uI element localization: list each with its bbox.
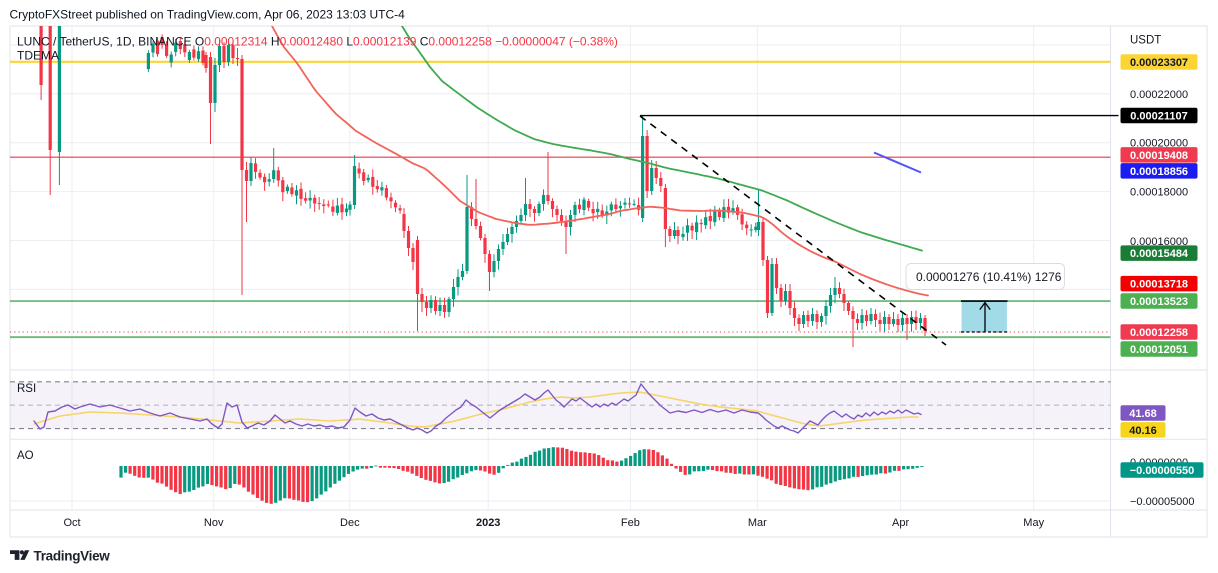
svg-text:TDEMA: TDEMA xyxy=(17,49,59,63)
svg-text:0.00023307: 0.00023307 xyxy=(1130,57,1188,69)
svg-text:0.00020000: 0.00020000 xyxy=(1130,137,1188,149)
svg-text:0.00021107: 0.00021107 xyxy=(1130,111,1188,123)
svg-text:0.00012258: 0.00012258 xyxy=(1130,327,1188,339)
svg-text:RSI: RSI xyxy=(17,383,36,395)
svg-text:Dec: Dec xyxy=(340,517,360,529)
svg-text:Feb: Feb xyxy=(621,517,640,529)
svg-text:0.00001276 (10.41%) 1276: 0.00001276 (10.41%) 1276 xyxy=(916,270,1062,284)
svg-text:Apr: Apr xyxy=(892,517,909,529)
svg-text:LUNC / TetherUS, 1D, BINANCE O: LUNC / TetherUS, 1D, BINANCE O0.00012314… xyxy=(17,35,618,49)
svg-text:0.00019408: 0.00019408 xyxy=(1130,150,1188,162)
svg-text:0.00022000: 0.00022000 xyxy=(1130,89,1188,101)
svg-text:AO: AO xyxy=(17,450,34,462)
svg-text:40.16: 40.16 xyxy=(1129,425,1157,437)
svg-text:May: May xyxy=(1023,517,1044,529)
svg-text:CryptoFXStreet published on Tr: CryptoFXStreet published on TradingView.… xyxy=(10,8,406,22)
svg-text:0.00013523: 0.00013523 xyxy=(1130,296,1188,308)
svg-text:TradingView: TradingView xyxy=(34,549,111,564)
svg-text:0.00012051: 0.00012051 xyxy=(1130,344,1188,356)
svg-text:0.00013718: 0.00013718 xyxy=(1130,279,1188,291)
svg-text:Mar: Mar xyxy=(748,517,767,529)
svg-text:Oct: Oct xyxy=(63,517,80,529)
svg-text:−0.00000550: −0.00000550 xyxy=(1130,465,1195,477)
svg-text:2023: 2023 xyxy=(476,517,500,529)
svg-text:0.00018000: 0.00018000 xyxy=(1130,187,1188,199)
svg-text:USDT: USDT xyxy=(1130,35,1161,47)
svg-text:0.00018856: 0.00018856 xyxy=(1130,166,1188,178)
svg-text:−0.00005000: −0.00005000 xyxy=(1130,496,1195,508)
svg-text:Nov: Nov xyxy=(204,517,224,529)
svg-text:0.00015484: 0.00015484 xyxy=(1130,248,1189,260)
svg-text:0.00016000: 0.00016000 xyxy=(1130,236,1188,248)
svg-text:41.68: 41.68 xyxy=(1129,408,1157,420)
